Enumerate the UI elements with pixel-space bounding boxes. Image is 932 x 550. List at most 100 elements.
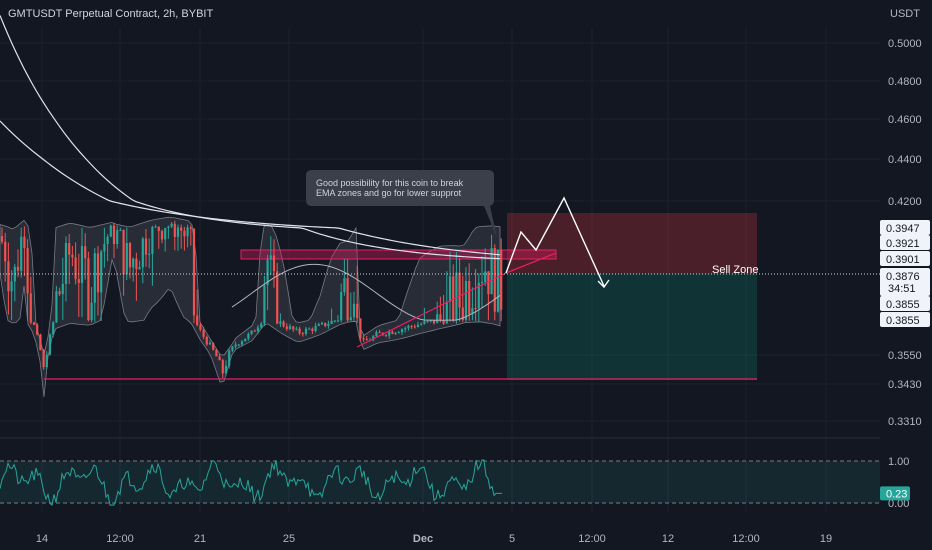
chart-title: GMTUSDT Perpetual Contract, 2h, BYBIT <box>8 8 213 20</box>
candle-body <box>304 328 308 334</box>
annotation-callout[interactable]: Good possibility for this coin to break E… <box>306 170 497 238</box>
price-tag-box <box>880 220 930 235</box>
candle-body <box>487 271 490 295</box>
time-axis[interactable]: 14 12:00 21 25 Dec 5 12:00 12 12:00 19 <box>36 533 832 545</box>
candle-body <box>253 330 256 332</box>
candle-body <box>448 276 452 302</box>
candle-body <box>269 255 272 260</box>
price-tick-label: 0.4200 <box>888 196 922 208</box>
candle-body <box>13 266 16 282</box>
candle-body <box>420 323 423 325</box>
upper-trendline <box>505 252 557 274</box>
candle-body <box>84 246 87 259</box>
candle-body <box>29 293 32 323</box>
callout-pointer <box>484 206 497 238</box>
candle-body <box>413 326 416 328</box>
oscillator-pane: 1.00 0.000.23 <box>0 456 910 510</box>
candle-body <box>410 325 413 327</box>
price-axis[interactable]: 0.5000 0.4800 0.4600 0.4400 0.4200 0.3550 0.34… <box>880 38 930 428</box>
currency-label: USDT <box>890 8 920 20</box>
candle-body <box>298 328 301 334</box>
candle-body <box>279 321 282 324</box>
price-tag-label: 0.3947 <box>886 223 920 235</box>
candle-body <box>93 253 96 303</box>
sell-zone-label: Sell Zone <box>712 264 758 276</box>
candle-body <box>42 350 45 368</box>
oscillator-tick-label: 1.00 <box>888 456 909 468</box>
candle-body <box>343 278 346 293</box>
candle-body <box>58 291 61 295</box>
time-tick-label: 19 <box>820 533 832 545</box>
candle-body <box>128 243 132 268</box>
candle-body <box>378 332 381 334</box>
candle-body <box>68 242 71 255</box>
candle-body <box>87 258 90 321</box>
candle-body <box>240 341 244 345</box>
candle-body <box>170 223 173 227</box>
candle-body <box>362 338 365 340</box>
candle-body <box>276 271 279 324</box>
drawings-layer <box>0 196 880 348</box>
candle-body <box>48 334 52 355</box>
candle-body <box>340 292 343 321</box>
candle-body <box>336 320 340 322</box>
candle-body <box>436 314 439 324</box>
candle-body <box>221 360 224 374</box>
candle-body <box>461 307 464 321</box>
price-tick-label: 0.4600 <box>888 114 922 126</box>
candle-body <box>39 334 42 351</box>
price-tag-box <box>880 235 930 250</box>
candle-body <box>173 223 176 237</box>
candle-body <box>346 278 349 321</box>
candle-body <box>311 328 314 331</box>
candle-body <box>327 323 330 326</box>
candle-body <box>493 248 496 312</box>
candle-body <box>77 279 80 283</box>
candle-body <box>228 350 231 366</box>
time-tick-label: 12:00 <box>106 533 134 545</box>
candle-body <box>301 333 304 335</box>
candle-body <box>138 267 141 270</box>
candle-body <box>471 308 474 315</box>
candle-body <box>176 227 180 237</box>
candle-body <box>148 253 151 255</box>
candle-body <box>292 326 295 330</box>
candle-body <box>196 315 199 326</box>
price-tag-box <box>880 268 930 296</box>
candle-body <box>125 243 128 275</box>
candle-body <box>445 301 448 324</box>
candle-body <box>349 317 352 321</box>
oscillator-current-tag <box>880 486 910 501</box>
candle-body <box>372 336 375 341</box>
candle-body <box>295 328 298 330</box>
candle-body <box>119 229 122 231</box>
price-tag-label: 0.3876 <box>886 271 920 283</box>
candle-body <box>474 308 477 310</box>
candle-body <box>250 330 253 334</box>
candle-body <box>477 282 480 309</box>
candlestick-series <box>0 220 503 379</box>
candle-body <box>23 236 26 249</box>
candle-body <box>500 249 503 310</box>
candle-body <box>333 320 336 322</box>
candle-body <box>352 303 356 318</box>
price-tick-label: 0.4400 <box>888 154 922 166</box>
candle-body <box>26 248 29 294</box>
candle-body <box>330 320 333 324</box>
candle-body <box>103 244 106 252</box>
candle-body <box>234 344 237 347</box>
candle-body <box>208 342 212 345</box>
candle-body <box>237 344 240 346</box>
price-tick-label: 0.5000 <box>888 38 922 50</box>
candle-body <box>397 332 400 334</box>
candle-body <box>285 326 288 329</box>
time-tick-label: 14 <box>36 533 48 545</box>
candle-body <box>308 328 311 330</box>
candle-body <box>151 226 154 254</box>
candle-body <box>490 248 493 295</box>
candle-body <box>135 258 138 270</box>
candle-body <box>61 283 64 295</box>
projection-path <box>505 196 605 287</box>
candle-body <box>32 322 36 325</box>
